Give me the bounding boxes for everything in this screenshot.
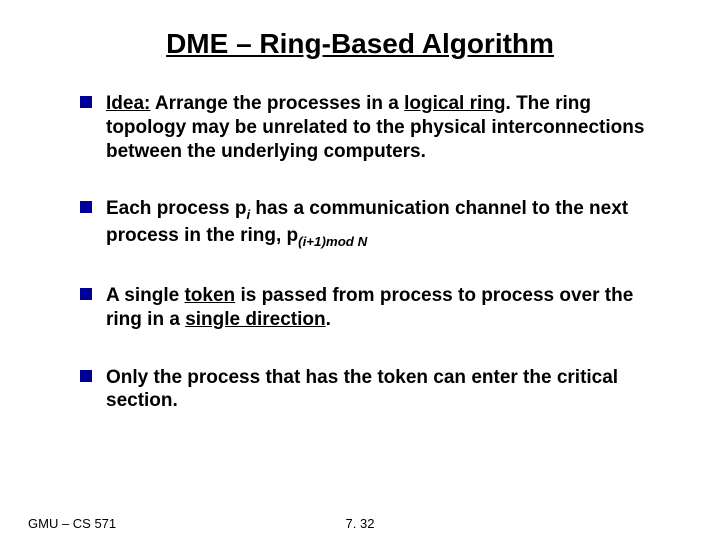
bullet-icon xyxy=(80,370,92,382)
text-fragment: token xyxy=(184,285,235,306)
text-fragment: single direction xyxy=(185,309,325,330)
subscript: (i+1)mod N xyxy=(298,233,367,248)
bullet-icon xyxy=(80,96,92,108)
bullet-icon xyxy=(80,288,92,300)
list-item: Idea: Arrange the processes in a logical… xyxy=(80,92,650,163)
text-fragment: Arrange the processes in a xyxy=(150,93,404,114)
list-item: Each process pi has a communication chan… xyxy=(80,197,650,250)
text-fragment: logical ring xyxy=(404,93,505,114)
slide: DME – Ring-Based Algorithm Idea: Arrange… xyxy=(0,0,720,540)
list-item: Only the process that has the token can … xyxy=(80,366,650,414)
bullet-text-1: Idea: Arrange the processes in a logical… xyxy=(106,92,650,163)
bullet-icon xyxy=(80,201,92,213)
text-fragment: . xyxy=(326,309,331,330)
bullet-text-2: Each process pi has a communication chan… xyxy=(106,197,650,250)
footer-center: 7. 32 xyxy=(0,516,720,531)
slide-title: DME – Ring-Based Algorithm xyxy=(90,28,630,60)
bullet-text-4: Only the process that has the token can … xyxy=(106,366,650,414)
bullet-text-3: A single token is passed from process to… xyxy=(106,284,650,332)
bullet-list: Idea: Arrange the processes in a logical… xyxy=(50,92,670,413)
list-item: A single token is passed from process to… xyxy=(80,284,650,332)
idea-label: Idea: xyxy=(106,93,150,114)
text-fragment: Each process p xyxy=(106,198,246,219)
text-fragment: A single xyxy=(106,285,184,306)
